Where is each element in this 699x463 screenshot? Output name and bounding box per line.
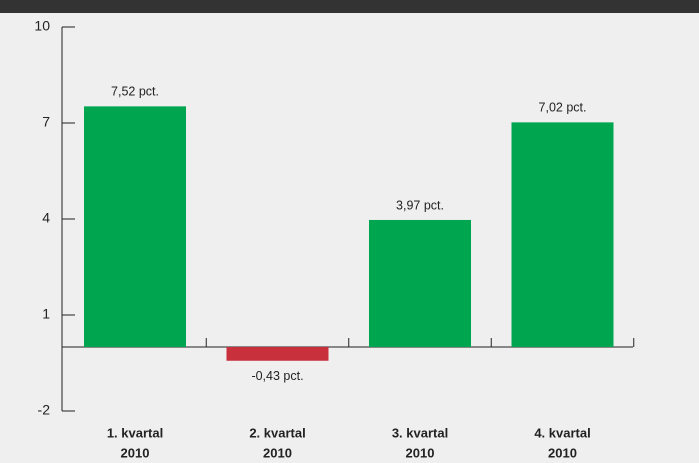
- value-label: 7,52 pct.: [111, 85, 159, 99]
- x-tick-label: 1. kvartal: [107, 425, 163, 440]
- bar: [369, 219, 471, 347]
- value-label: 7,02 pct.: [539, 101, 587, 115]
- x-tick-label: 2010: [263, 445, 292, 460]
- x-tick-label: 2010: [548, 445, 577, 460]
- y-tick-label: 4: [42, 210, 50, 226]
- x-tick-label: 4. kvartal: [534, 425, 590, 440]
- value-label: -0,43 pct.: [251, 369, 303, 383]
- y-tick-label: 1: [42, 306, 50, 322]
- x-tick-label: 2. kvartal: [249, 425, 305, 440]
- y-tick-label: 7: [42, 114, 50, 130]
- bar: [511, 122, 614, 347]
- top-band: [0, 0, 699, 13]
- x-tick-label: 2010: [406, 445, 435, 460]
- bar: [226, 347, 329, 361]
- y-tick-label: 10: [34, 18, 50, 34]
- bar: [84, 106, 186, 347]
- x-tick-label: 2010: [121, 445, 150, 460]
- y-tick-label: -2: [38, 402, 51, 418]
- x-tick-label: 3. kvartal: [392, 425, 448, 440]
- value-label: 3,97 pct.: [396, 198, 444, 212]
